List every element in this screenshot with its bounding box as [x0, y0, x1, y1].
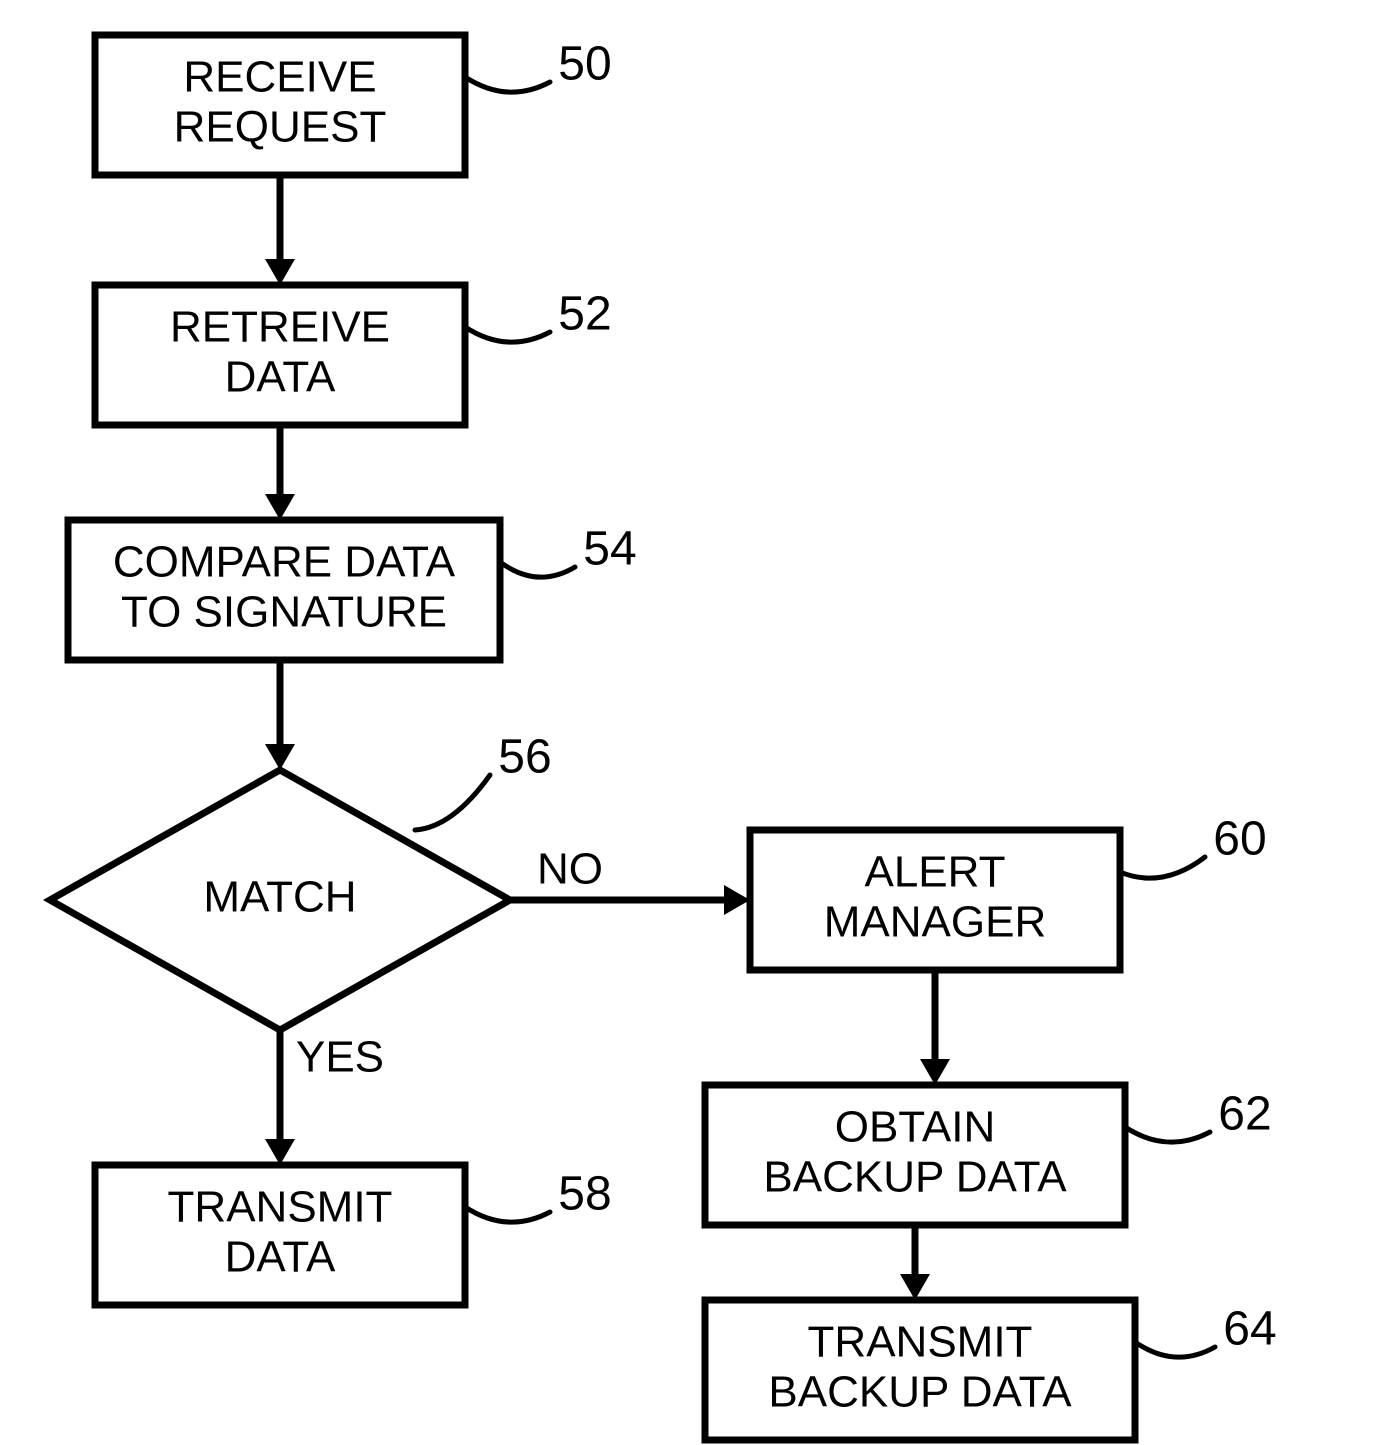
edge-label-no: NO — [537, 845, 603, 894]
ref-label-56: 56 — [498, 731, 551, 784]
node-text: MATCH — [203, 873, 356, 922]
node-text: ALERT — [864, 848, 1005, 897]
ref-label-62: 62 — [1218, 1088, 1271, 1141]
node-text: TRANSMIT — [808, 1318, 1033, 1367]
node-n54: COMPARE DATATO SIGNATURE 54 — [68, 520, 637, 660]
ref-label-58: 58 — [558, 1168, 611, 1221]
node-n56: MATCH 56 — [50, 731, 552, 1030]
node-text: TRANSMIT — [168, 1183, 393, 1232]
ref-label-64: 64 — [1223, 1303, 1276, 1356]
node-text: DATA — [225, 353, 336, 402]
node-text: RECEIVE — [183, 53, 376, 102]
node-n64: TRANSMITBACKUP DATA 64 — [705, 1300, 1277, 1440]
node-text: RETREIVE — [170, 303, 390, 352]
node-n52: RETREIVEDATA 52 — [95, 285, 612, 425]
ref-label-50: 50 — [558, 38, 611, 91]
node-text: OBTAIN — [835, 1103, 996, 1152]
node-text: DATA — [225, 1233, 336, 1282]
edge-label-yes: YES — [296, 1033, 384, 1082]
ref-label-54: 54 — [583, 523, 636, 576]
ref-label-60: 60 — [1213, 813, 1266, 866]
node-text: BACKUP DATA — [768, 1368, 1072, 1417]
node-text: TO SIGNATURE — [121, 588, 447, 637]
ref-label-52: 52 — [558, 288, 611, 341]
node-n50: RECEIVEREQUEST 50 — [95, 35, 612, 175]
node-text: COMPARE DATA — [113, 538, 456, 587]
node-n58: TRANSMITDATA 58 — [95, 1165, 612, 1305]
node-n60: ALERTMANAGER 60 — [750, 813, 1267, 970]
node-text: BACKUP DATA — [763, 1153, 1067, 1202]
node-text: REQUEST — [174, 103, 387, 152]
node-n62: OBTAINBACKUP DATA 62 — [705, 1085, 1272, 1225]
node-text: MANAGER — [824, 898, 1046, 947]
